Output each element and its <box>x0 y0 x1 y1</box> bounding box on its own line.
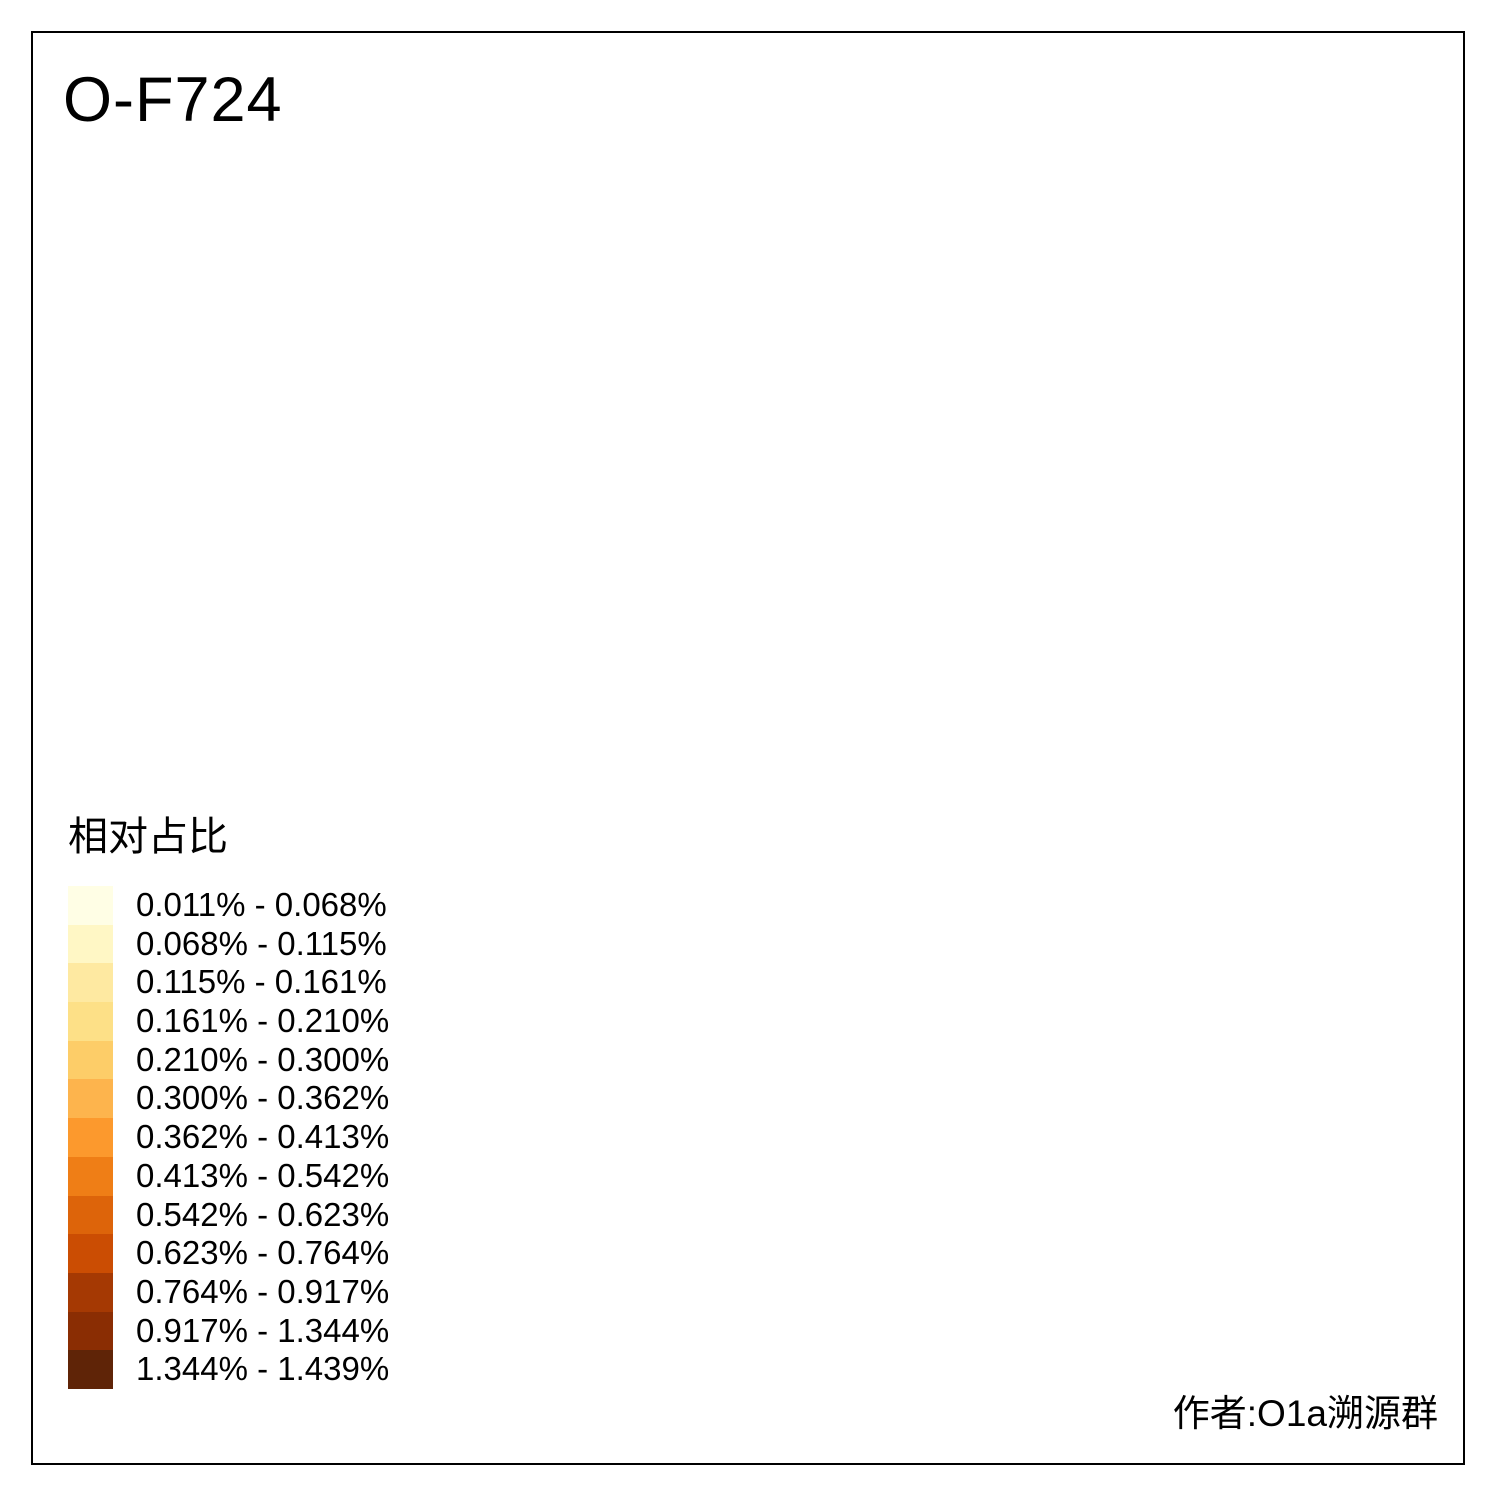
plot-border-frame <box>31 31 1465 1465</box>
legend-row: 0.917% - 1.344% <box>68 1311 390 1351</box>
legend-swatch <box>68 1272 113 1312</box>
legend-swatch <box>68 924 113 964</box>
legend-row: 0.011% - 0.068% <box>68 886 389 925</box>
legend-row: 0.413% - 0.542% <box>68 1156 390 1196</box>
legend-row: 0.210% - 0.300% <box>68 1040 390 1080</box>
legend-row: 0.623% - 0.764% <box>68 1234 389 1273</box>
legend-title: 相对占比 <box>68 815 228 859</box>
legend-label: 0.623% - 0.764% <box>136 1234 390 1272</box>
legend-swatch <box>68 1311 113 1351</box>
legend-label: 0.917% - 1.344% <box>136 1311 390 1349</box>
legend-swatch <box>68 963 113 1003</box>
legend-label: 0.210% - 0.300% <box>136 1040 390 1078</box>
legend-swatch <box>68 1079 113 1119</box>
page-title: O-F724 <box>63 65 283 135</box>
legend-label: 0.011% - 0.068% <box>136 886 387 923</box>
legend-label: 0.068% - 0.115% <box>136 924 387 962</box>
legend-swatch <box>68 1040 113 1080</box>
legend-row: 1.344% - 1.439% <box>68 1350 389 1389</box>
legend-row: 0.300% - 0.362% <box>68 1079 390 1119</box>
legend-swatch <box>68 1156 113 1196</box>
legend-row: 0.764% - 0.917% <box>68 1272 390 1312</box>
legend-row: 0.362% - 0.413% <box>68 1118 389 1157</box>
legend-swatch <box>68 1234 113 1273</box>
legend-rows: 0.011% - 0.068% 0.068% - 0.115% 0.115% - 0… <box>68 886 389 1389</box>
legend-label: 0.161% - 0.210% <box>136 1002 390 1040</box>
legend-row: 0.542% - 0.623% <box>68 1195 390 1235</box>
legend-swatch <box>68 1118 113 1157</box>
legend-label: 0.115% - 0.161% <box>136 963 387 1001</box>
legend-label: 0.362% - 0.413% <box>136 1118 390 1156</box>
legend-row: 0.161% - 0.210% <box>68 1002 389 1041</box>
attribution-text: 作者:O1a溯源群 <box>1172 1393 1438 1434</box>
legend-swatch <box>68 1002 113 1041</box>
legend-label: 0.300% - 0.362% <box>136 1079 390 1117</box>
legend-label: 0.413% - 0.542% <box>136 1156 390 1194</box>
legend-label: 0.542% - 0.623% <box>136 1195 390 1233</box>
map-legend: 相对占比 0.011% - 0.068% 0.068% - 0.115% 0.115… <box>68 804 389 1389</box>
legend-swatch <box>68 1195 113 1235</box>
legend-swatch <box>68 1350 113 1389</box>
legend-row: 0.115% - 0.161% <box>68 963 389 1003</box>
legend-label: 0.764% - 0.917% <box>136 1272 390 1310</box>
legend-swatch <box>68 886 113 925</box>
legend-row: 0.068% - 0.115% <box>68 924 389 964</box>
legend-label: 1.344% - 1.439% <box>136 1350 390 1388</box>
